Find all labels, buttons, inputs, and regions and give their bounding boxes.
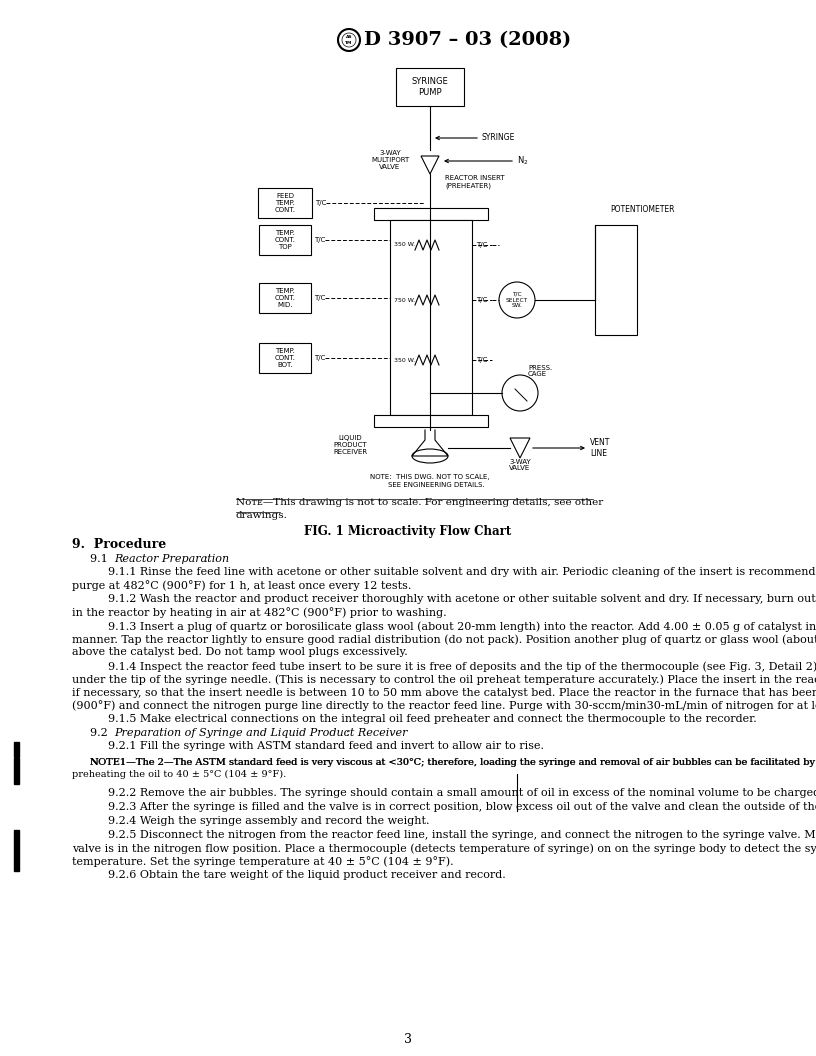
Text: 9.1.3 Insert a plug of quartz or borosilicate glass wool (about 20-mm length) in: 9.1.3 Insert a plug of quartz or borosil…: [108, 621, 816, 631]
Text: drawings.: drawings.: [236, 511, 288, 520]
Text: FEED
TEMP.
CONT.: FEED TEMP. CONT.: [274, 193, 295, 213]
Text: 3-WAY
VALVE: 3-WAY VALVE: [509, 458, 531, 471]
Text: AS: AS: [346, 36, 353, 39]
Polygon shape: [421, 156, 439, 174]
Bar: [258, 188, 312, 218]
Text: PRESS.
CAGE: PRESS. CAGE: [528, 364, 552, 377]
Text: 9.2.5 Disconnect the nitrogen from the reactor feed line, install the syringe, a: 9.2.5 Disconnect the nitrogen from the r…: [108, 830, 816, 840]
Text: under the tip of the syringe needle. (This is necessary to control the oil prehe: under the tip of the syringe needle. (Th…: [72, 674, 816, 684]
Text: 350 W.: 350 W.: [394, 243, 415, 247]
Text: LIQUID
PRODUCT
RECEIVER: LIQUID PRODUCT RECEIVER: [333, 435, 367, 455]
Text: 9.1: 9.1: [90, 554, 115, 564]
Text: 350 W.: 350 W.: [394, 358, 415, 362]
Text: 9.1.4 Inspect the reactor feed tube insert to be sure it is free of deposits and: 9.1.4 Inspect the reactor feed tube inse…: [108, 661, 816, 672]
Text: T/C: T/C: [314, 355, 326, 361]
Text: FIG. 1 Microactivity Flow Chart: FIG. 1 Microactivity Flow Chart: [304, 525, 512, 538]
Text: REACTOR INSERT
(PREHEATER): REACTOR INSERT (PREHEATER): [445, 175, 504, 189]
Text: valve is in the nitrogen flow position. Place a thermocouple (detects temperatur: valve is in the nitrogen flow position. …: [72, 843, 816, 853]
Text: TEMP.
CONT.
TOP: TEMP. CONT. TOP: [274, 230, 295, 250]
Text: SYRINGE
PUMP: SYRINGE PUMP: [411, 77, 448, 97]
Text: TM: TM: [345, 40, 353, 44]
Bar: [390, 220, 472, 415]
Text: N: N: [90, 758, 99, 767]
Text: 9.2.3 After the syringe is filled and the valve is in correct position, blow exc: 9.2.3 After the syringe is filled and th…: [108, 802, 816, 812]
Text: 9.2.2 Remove the air bubbles. The syringe should contain a small amount of oil i: 9.2.2 Remove the air bubbles. The syring…: [108, 788, 816, 798]
Text: T/C: T/C: [314, 237, 326, 243]
Text: Nᴏᴛᴇ—This drawing is not to scale. For engineering details, see other: Nᴏᴛᴇ—This drawing is not to scale. For e…: [236, 498, 603, 507]
Polygon shape: [510, 438, 530, 458]
Text: temperature. Set the syringe temperature at 40 ± 5°C (104 ± 9°F).: temperature. Set the syringe temperature…: [72, 856, 454, 867]
Ellipse shape: [412, 449, 448, 463]
Circle shape: [499, 282, 535, 318]
Text: T/C: T/C: [315, 200, 326, 206]
Text: (900°F) and connect the nitrogen purge line directly to the reactor feed line. P: (900°F) and connect the nitrogen purge l…: [72, 700, 816, 711]
Text: in the reactor by heating in air at 482°C (900°F) prior to washing.: in the reactor by heating in air at 482°…: [72, 607, 446, 618]
Bar: [14, 742, 19, 757]
Text: 3: 3: [404, 1033, 412, 1046]
Text: D 3907 – 03 (2008): D 3907 – 03 (2008): [364, 31, 571, 49]
Text: if necessary, so that the insert needle is between 10 to 50 mm above the catalys: if necessary, so that the insert needle …: [72, 687, 816, 698]
Text: N$_2$: N$_2$: [517, 155, 529, 167]
Circle shape: [502, 375, 538, 411]
Text: Preparation of Syringe and Liquid Product Receiver: Preparation of Syringe and Liquid Produc…: [114, 728, 407, 738]
Text: 750 W.: 750 W.: [394, 298, 415, 302]
Text: TEMP.
CONT.
BOT.: TEMP. CONT. BOT.: [274, 348, 295, 367]
Bar: [374, 415, 488, 427]
Text: 9.1.5 Make electrical connections on the integral oil feed preheater and connect: 9.1.5 Make electrical connections on the…: [108, 714, 756, 724]
Text: 9.1.2 Wash the reactor and product receiver thoroughly with acetone or other sui: 9.1.2 Wash the reactor and product recei…: [108, 593, 816, 604]
Text: 9.2: 9.2: [90, 728, 115, 738]
Bar: [595, 225, 637, 335]
Text: manner. Tap the reactor lightly to ensure good radial distribution (do not pack): manner. Tap the reactor lightly to ensur…: [72, 634, 816, 644]
Text: NOTE1—The 2—The ASTM standard feed is very viscous at <30°C; therefore, loading : NOTE1—The 2—The ASTM standard feed is ve…: [90, 758, 815, 767]
Text: :: :: [204, 554, 208, 564]
Text: T/C: T/C: [314, 295, 326, 301]
Text: T/C: T/C: [476, 357, 487, 363]
Text: 9.1.1 Rinse the feed line with acetone or other suitable solvent and dry with ai: 9.1.1 Rinse the feed line with acetone o…: [108, 567, 816, 577]
Text: T/C
SELECT
SW.: T/C SELECT SW.: [506, 291, 528, 308]
Text: 9.2.1 Fill the syringe with ASTM standard feed and invert to allow air to rise.: 9.2.1 Fill the syringe with ASTM standar…: [108, 741, 544, 751]
Bar: [259, 283, 311, 313]
Text: SEE ENGINEERING DETAILS.: SEE ENGINEERING DETAILS.: [388, 482, 485, 488]
Text: 9.2.4 Weigh the syringe assembly and record the weight.: 9.2.4 Weigh the syringe assembly and rec…: [108, 816, 429, 826]
Text: OTE1—The 2—The ASTM standard feed is very viscous at <30°C; therefore, loading t: OTE1—The 2—The ASTM standard feed is ver…: [97, 758, 816, 767]
Text: 3-WAY
MULTIPORT
VALVE: 3-WAY MULTIPORT VALVE: [371, 150, 409, 170]
Text: 9.2.6 Obtain the tare weight of the liquid product receiver and record.: 9.2.6 Obtain the tare weight of the liqu…: [108, 870, 506, 880]
Text: above the catalyst bed. Do not tamp wool plugs excessively.: above the catalyst bed. Do not tamp wool…: [72, 647, 408, 657]
Bar: [259, 343, 311, 373]
Text: VENT
LINE: VENT LINE: [590, 438, 610, 457]
Text: :: :: [346, 728, 350, 738]
Text: TEMP.
CONT.
MID.: TEMP. CONT. MID.: [274, 288, 295, 308]
Bar: [396, 68, 464, 106]
Bar: [259, 225, 311, 254]
Text: 9.  Procedure: 9. Procedure: [72, 538, 166, 551]
Text: NOTE:  THIS DWG. NOT TO SCALE,: NOTE: THIS DWG. NOT TO SCALE,: [370, 474, 490, 480]
Bar: [14, 830, 19, 871]
Bar: [374, 208, 488, 220]
Text: T/C: T/C: [476, 297, 487, 303]
Text: T/C: T/C: [476, 242, 487, 248]
Text: POTENTIOMETER: POTENTIOMETER: [610, 206, 675, 214]
Bar: [14, 758, 19, 784]
Text: Reactor Preparation: Reactor Preparation: [114, 554, 229, 564]
Text: SYRINGE: SYRINGE: [482, 133, 516, 143]
Text: purge at 482°C (900°F) for 1 h, at least once every 12 tests.: purge at 482°C (900°F) for 1 h, at least…: [72, 580, 411, 591]
Text: preheating the oil to 40 ± 5°C (104 ± 9°F).: preheating the oil to 40 ± 5°C (104 ± 9°…: [72, 770, 286, 779]
